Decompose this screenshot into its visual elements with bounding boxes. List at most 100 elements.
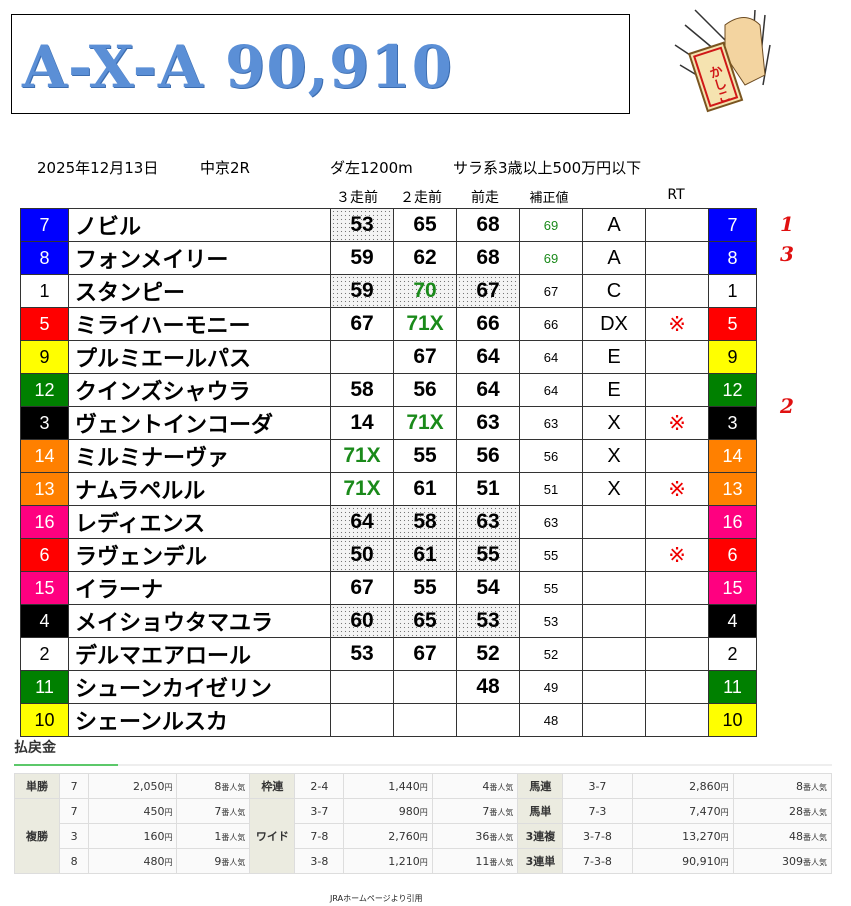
grade: A — [582, 241, 646, 275]
adjusted-value: 69 — [519, 208, 583, 242]
win-amount: 2,050円 — [88, 773, 178, 799]
grade — [582, 670, 646, 704]
adjusted-value: 48 — [519, 703, 583, 737]
horse-name: シューンカイゼリン — [68, 670, 331, 704]
place-pop: 9番人気 — [176, 848, 251, 874]
rating-r1: 64 — [456, 340, 520, 374]
rating-r2: 67 — [393, 340, 457, 374]
grade — [582, 538, 646, 572]
win-label: 単勝 — [14, 773, 60, 799]
rating-r3: 53 — [330, 637, 394, 671]
horse-name: ナムラペルル — [68, 472, 331, 506]
rating-r3: 53 — [330, 208, 394, 242]
rating-r3: 58 — [330, 373, 394, 407]
rating-r3 — [330, 340, 394, 374]
rating-r3: 14 — [330, 406, 394, 440]
kashiko-stamp-logo: かしこ — [674, 9, 771, 113]
horse-name: デルマエアロール — [68, 637, 331, 671]
win-combo: 7 — [58, 773, 90, 799]
rating-r1 — [456, 703, 520, 737]
horse-number: 7 — [20, 208, 69, 242]
horse-name: ノビル — [68, 208, 331, 242]
rating-r1: 64 — [456, 373, 520, 407]
rt-mark — [645, 505, 709, 539]
bracket-pop: 4番人気 — [431, 773, 519, 799]
horse-number: 9 — [20, 340, 69, 374]
header-adjusted: 補正値 — [529, 191, 569, 206]
horse-name: レディエンス — [68, 505, 331, 539]
race-venue: 中京2R — [200, 159, 250, 177]
rating-r2: 58 — [393, 505, 457, 539]
payout-table: 単勝 7 2,050円 8番人気 枠連 2-4 1,440円 4番人気 馬連 3… — [14, 773, 833, 874]
horse-number-right: 13 — [708, 472, 757, 506]
horse-number-right: 7 — [708, 208, 757, 242]
grade — [582, 505, 646, 539]
rating-r1: 63 — [456, 505, 520, 539]
rating-r1: 68 — [456, 241, 520, 275]
horse-number: 6 — [20, 538, 69, 572]
adjusted-value: 64 — [519, 340, 583, 374]
horse-row: 13 ナムラペルル 71X 61 51 51 X ※ 13 — [20, 472, 757, 506]
horse-number-right: 6 — [708, 538, 757, 572]
horse-number: 3 — [20, 406, 69, 440]
rating-r2: 61 — [393, 472, 457, 506]
race-class: サラ系3歳以上500万円以下 — [453, 159, 642, 177]
race-date: 2025年12月13日 — [37, 159, 159, 177]
grade: DX — [582, 307, 646, 341]
rt-mark — [645, 274, 709, 308]
grade: E — [582, 340, 646, 374]
rating-r1: 63 — [456, 406, 520, 440]
right-combo: 7-3 — [562, 798, 633, 824]
rt-mark — [645, 571, 709, 605]
horse-name: フォンメイリー — [68, 241, 331, 275]
place-combo: 8 — [58, 848, 90, 874]
rating-r1: 53 — [456, 604, 520, 638]
rt-mark: ※ — [645, 538, 709, 572]
horse-number-right: 9 — [708, 340, 757, 374]
rt-mark — [645, 208, 709, 242]
adjusted-value: 55 — [519, 571, 583, 605]
grade — [582, 637, 646, 671]
bracket-combo: 2-4 — [294, 773, 345, 799]
horse-row: 4 メイショウタマユラ 60 65 53 53 4 — [20, 604, 757, 638]
right-amount: 13,270円 — [631, 823, 734, 849]
header-last-run: 前走 — [471, 190, 499, 206]
horse-number-right: 12 — [708, 373, 757, 407]
wide-amount: 980円 — [343, 798, 433, 824]
horse-name: スタンピー — [68, 274, 331, 308]
rt-mark — [645, 604, 709, 638]
right-amount: 7,470円 — [631, 798, 734, 824]
rating-r2: 67 — [393, 637, 457, 671]
rt-mark: ※ — [645, 307, 709, 341]
horse-name: ミルミナーヴァ — [68, 439, 331, 473]
place-pop: 1番人気 — [176, 823, 251, 849]
horse-number: 5 — [20, 307, 69, 341]
right-label: 馬単 — [517, 798, 564, 824]
horse-row: 9 プルミエールパス 67 64 64 E 9 — [20, 340, 757, 374]
horse-number: 12 — [20, 373, 69, 407]
rating-r3: 71X — [330, 439, 394, 473]
adjusted-value: 55 — [519, 538, 583, 572]
grade: X — [582, 439, 646, 473]
rating-r1: 48 — [456, 670, 520, 704]
horse-number-right: 1 — [708, 274, 757, 308]
rating-r1: 55 — [456, 538, 520, 572]
horse-name: ミライハーモニー — [68, 307, 331, 341]
header-2-runs-ago: ２走前 — [400, 190, 442, 206]
place-pop: 7番人気 — [176, 798, 251, 824]
rt-mark: ※ — [645, 472, 709, 506]
horse-row: 12 クインズシャウラ 58 56 64 64 E 12 — [20, 373, 757, 407]
title-box: A-X-A 90,910 — [11, 14, 630, 114]
right-combo: 7-3-8 — [562, 848, 633, 874]
horse-number: 8 — [20, 241, 69, 275]
adjusted-value: 53 — [519, 604, 583, 638]
horse-name: シェーンルスカ — [68, 703, 331, 737]
horse-number: 4 — [20, 604, 69, 638]
rating-r2 — [393, 703, 457, 737]
rating-r3: 50 — [330, 538, 394, 572]
horse-name: プルミエールパス — [68, 340, 331, 374]
grade — [582, 604, 646, 638]
horse-row: 16 レディエンス 64 58 63 63 16 — [20, 505, 757, 539]
adjusted-value: 64 — [519, 373, 583, 407]
rt-mark — [645, 670, 709, 704]
